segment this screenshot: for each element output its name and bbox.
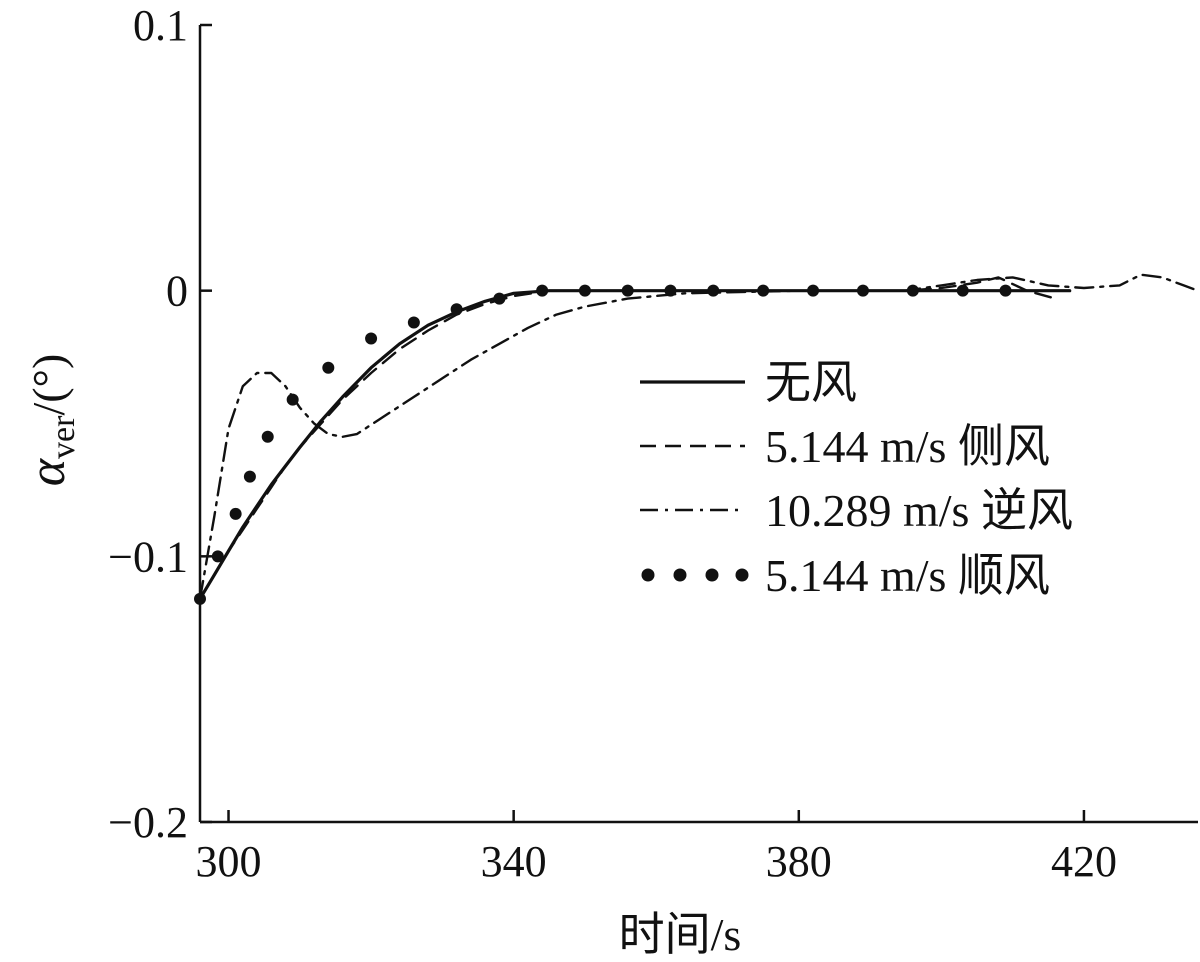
legend-item-4: 5.144 m/s 顺风 <box>641 550 1050 601</box>
series-4-point <box>956 284 969 297</box>
series-4-point <box>261 430 274 443</box>
series-layer <box>194 273 1200 605</box>
svg-text:αver/(°): αver/(°) <box>19 354 82 487</box>
y-axis-label: αver/(°) <box>19 354 82 487</box>
legend-item-1-label: 无风 <box>765 357 857 408</box>
series-4-point <box>322 361 335 374</box>
legend-item-4-marker <box>705 568 719 582</box>
series-4-point <box>807 284 820 297</box>
legend-item-4-marker <box>641 568 655 582</box>
series-2-line <box>198 276 1057 600</box>
series-4-point <box>194 592 206 605</box>
series-4-point <box>286 393 299 406</box>
series-4-point <box>229 507 242 520</box>
legend-item-2: 5.144 m/s 侧风 <box>640 421 1050 472</box>
ticks: 300 340 380 420 0.1 0 −0.1 −0.2 <box>108 1 1117 886</box>
series-4-point <box>856 284 869 297</box>
y-tick-label: 0 <box>166 267 188 316</box>
series-4-point <box>365 332 378 345</box>
y-tick-label: −0.2 <box>108 798 188 847</box>
legend: 无风 5.144 m/s 侧风 10.289 m/s 逆风 5.144 m/s 顺风 <box>640 357 1073 601</box>
legend-item-3: 10.289 m/s 逆风 <box>640 485 1073 536</box>
y-axis-label-subscript: ver <box>45 415 82 459</box>
series-4-point <box>621 284 634 297</box>
legend-item-3-label: 10.289 m/s 逆风 <box>765 485 1073 536</box>
series-3-line <box>198 273 1200 600</box>
series-4-point <box>536 284 549 297</box>
y-axis-label-symbol: α <box>19 457 76 486</box>
x-tick-label: 380 <box>766 837 832 886</box>
legend-item-4-label: 5.144 m/s 顺风 <box>765 550 1050 601</box>
series-4-point <box>493 292 506 305</box>
legend-item-4-marker <box>735 568 749 582</box>
axes <box>198 25 1198 824</box>
x-tick-label: 340 <box>481 837 547 886</box>
legend-item-4-marker <box>673 568 687 582</box>
series-4-point <box>407 316 420 329</box>
y-tick-label: −0.1 <box>108 532 188 581</box>
series-4-points <box>194 284 1012 605</box>
series-4-point <box>906 284 919 297</box>
series-4-point <box>999 284 1012 297</box>
y-axis-label-unit: /(°) <box>23 354 74 416</box>
legend-item-1: 无风 <box>640 357 857 408</box>
series-4-point <box>243 470 256 483</box>
series-4-point <box>211 550 224 563</box>
series-4-point <box>450 303 463 316</box>
series-4-point <box>757 284 770 297</box>
y-tick-label: 0.1 <box>133 1 188 50</box>
series-4-point <box>707 284 720 297</box>
x-tick-label: 420 <box>1051 837 1117 886</box>
legend-item-2-label: 5.144 m/s 侧风 <box>765 421 1050 472</box>
series-4-point <box>664 284 677 297</box>
x-axis-label: 时间/s <box>619 909 742 960</box>
series-4-point <box>578 284 591 297</box>
x-tick-label: 300 <box>196 837 262 886</box>
